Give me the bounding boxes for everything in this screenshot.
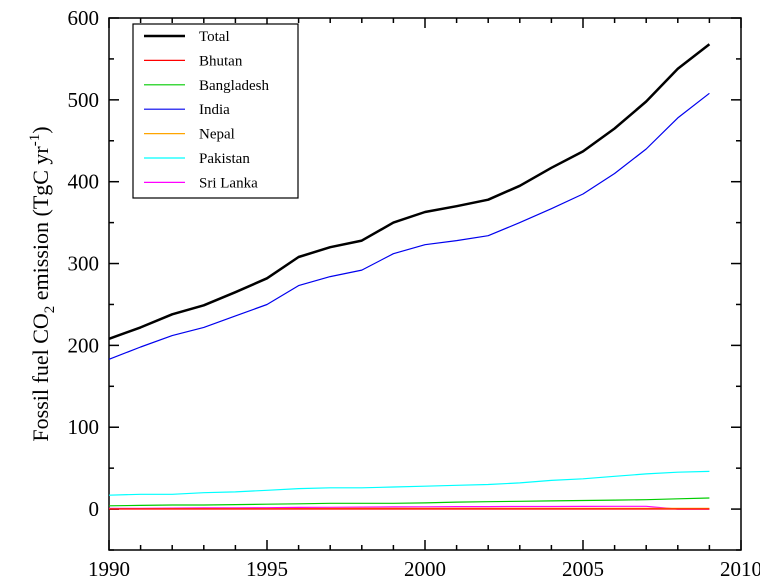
ticks: 1990 1995 2000 2005 2010 0 100 200 300 400 500 600 [68, 6, 760, 581]
x-tick-label: 2010 [720, 557, 760, 581]
y-tick-label: 500 [68, 88, 100, 112]
y-tick-label: 100 [68, 415, 100, 439]
legend-label: Total [199, 29, 230, 45]
legend-label: Sri Lanka [199, 175, 258, 191]
y-tick-label: 300 [68, 252, 100, 276]
series-line-bangladesh [108, 497, 710, 507]
legend: Total Bhutan Bangladesh India Nepal Pakistan S… [132, 23, 299, 199]
y-axis-label: Fossil fuel CO2 emission (TgC yr-1) [27, 126, 58, 441]
legend-label: Bhutan [199, 53, 243, 69]
y-tick-label: 200 [68, 333, 100, 357]
y-tick-label: 600 [68, 6, 100, 30]
legend-label: Bangladesh [199, 78, 269, 94]
x-tick-label: 2000 [404, 557, 446, 581]
y-tick-label: 0 [89, 497, 100, 521]
series-line-india [108, 92, 710, 360]
series-line-pakistan [108, 470, 710, 496]
series-line-total [108, 43, 711, 340]
series-lines [108, 43, 711, 510]
legend-label: Nepal [199, 127, 235, 143]
y-tick-label: 400 [68, 170, 100, 194]
x-tick-label: 1995 [246, 557, 288, 581]
legend-box [132, 23, 299, 199]
series-line-sri-lanka [109, 505, 710, 510]
legend-label: India [199, 102, 230, 118]
x-tick-label: 1990 [88, 557, 130, 581]
x-tick-label: 2005 [562, 557, 604, 581]
legend-label: Pakistan [199, 151, 250, 167]
